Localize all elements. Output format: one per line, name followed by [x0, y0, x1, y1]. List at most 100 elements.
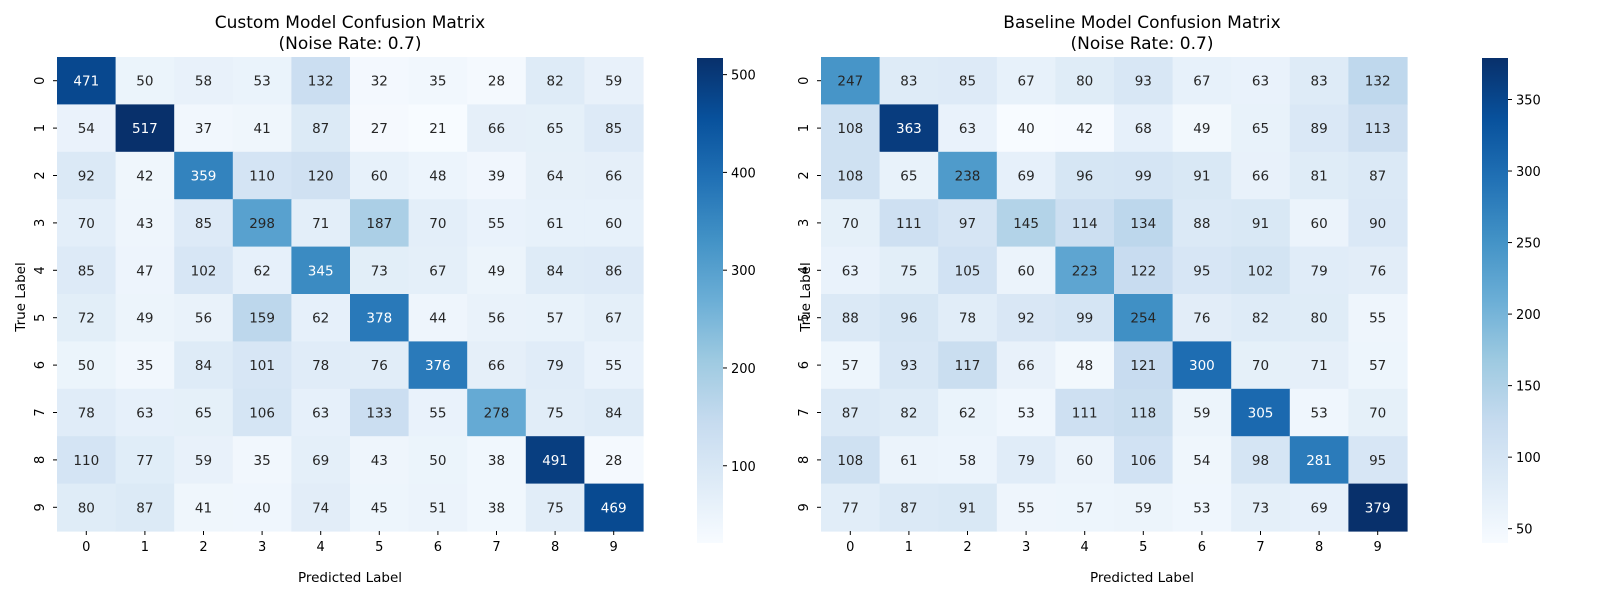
cell-value-label: 77 — [842, 500, 859, 516]
heatmap-cell — [174, 151, 234, 200]
cell-value-label: 74 — [312, 500, 329, 516]
colorbar-ticks: 100 200 300 400 500 — [723, 69, 756, 475]
cell-value-label: 76 — [371, 358, 388, 374]
cell-value-label: 57 — [842, 358, 859, 374]
x-tick-label: 1 — [141, 540, 149, 555]
x-tick-label: 7 — [492, 540, 500, 555]
cell-value-label: 85 — [959, 74, 976, 90]
heatmap-cell — [291, 151, 351, 200]
cell-value-label: 122 — [1130, 263, 1156, 279]
cell-value-label: 65 — [547, 121, 564, 137]
heatmap-cell — [408, 151, 468, 200]
cell-value-label: 55 — [605, 358, 622, 374]
heatmap-cell — [291, 436, 351, 485]
cell-value-label: 42 — [136, 169, 153, 185]
heatmap-cell — [1289, 151, 1349, 200]
x-axis-label: Predicted Label — [1090, 570, 1194, 586]
cell-value-label: 378 — [366, 311, 392, 327]
heatmap-cell — [1348, 436, 1408, 485]
cell-value-label: 78 — [959, 311, 976, 327]
cell-value-label: 93 — [900, 358, 917, 374]
heatmap-cell — [291, 388, 351, 437]
cell-value-label: 60 — [371, 169, 388, 185]
heatmap-cell — [115, 57, 175, 105]
heatmap-cell — [1231, 151, 1291, 200]
cell-value-label: 80 — [1076, 74, 1093, 90]
cell-value-label: 108 — [837, 169, 863, 185]
colorbar-tick-label: 500 — [731, 69, 756, 84]
colorbar: 50 100 150 200 250 300 350 — [1482, 58, 1541, 543]
heatmap-cell — [115, 104, 175, 153]
heatmap-cell — [1172, 199, 1232, 248]
cell-value-label: 76 — [1369, 263, 1386, 279]
heatmap-cell — [1348, 199, 1408, 248]
cell-value-label: 281 — [1306, 453, 1332, 469]
heatmap-cell — [1289, 294, 1349, 342]
heatmap-cell — [291, 104, 351, 153]
heatmap-cell — [938, 388, 998, 437]
cell-value-label: 71 — [312, 216, 329, 232]
heatmap-cell — [115, 151, 175, 200]
heatmap-cell — [1348, 57, 1408, 105]
cell-value-label: 87 — [900, 500, 917, 516]
cell-value-label: 79 — [1018, 453, 1035, 469]
heatmap-cell — [232, 246, 292, 295]
heatmap-cell — [467, 294, 527, 342]
cell-value-label: 53 — [1311, 406, 1328, 422]
cell-value-label: 63 — [959, 121, 976, 137]
cell-value-label: 88 — [842, 311, 859, 327]
x-tick-label: 8 — [1315, 540, 1323, 555]
cell-value-label: 99 — [1135, 169, 1152, 185]
heatmap-cell — [879, 151, 939, 200]
cell-value-label: 43 — [136, 216, 153, 232]
cell-value-label: 134 — [1130, 216, 1156, 232]
heatmap-cell — [525, 199, 585, 248]
cell-value-label: 95 — [1369, 453, 1386, 469]
cell-value-label: 145 — [1013, 216, 1039, 232]
heatmap-cell — [350, 151, 410, 200]
y-axis-label: True Label — [798, 262, 814, 332]
heatmap-cell — [57, 104, 117, 153]
heatmap-cell — [1172, 436, 1232, 485]
cell-value-label: 42 — [1076, 121, 1093, 137]
y-tick-label: 6 — [33, 361, 48, 369]
cell-value-label: 66 — [605, 169, 622, 185]
heatmap-cell — [1289, 57, 1349, 105]
cell-value-label: 38 — [488, 500, 505, 516]
cell-value-label: 61 — [900, 453, 917, 469]
heatmap-cell — [879, 483, 939, 532]
heatmap-cell — [879, 388, 939, 437]
heatmap-cell — [1172, 294, 1232, 342]
colorbar-tick-label: 250 — [1516, 237, 1541, 252]
heatmap-cell — [584, 151, 644, 200]
cell-value-label: 65 — [195, 406, 212, 422]
cell-value-label: 305 — [1248, 406, 1274, 422]
cell-value-label: 45 — [371, 500, 388, 516]
heatmap-cell — [57, 341, 117, 390]
cell-value-label: 91 — [1193, 169, 1210, 185]
colorbar-gradient — [1482, 58, 1508, 543]
x-tick-label: 2 — [199, 540, 207, 555]
cell-value-label: 58 — [959, 453, 976, 469]
cell-value-label: 64 — [547, 169, 564, 185]
heatmap-cell — [232, 341, 292, 390]
cell-value-label: 40 — [1018, 121, 1035, 137]
cell-value-label: 345 — [308, 263, 334, 279]
heatmap-cell — [291, 294, 351, 342]
cell-value-label: 35 — [254, 453, 271, 469]
cell-value-label: 95 — [1193, 263, 1210, 279]
cell-value-label: 43 — [371, 453, 388, 469]
custom-model-heatmap: Custom Model Confusion Matrix (Noise Rat… — [13, 13, 756, 586]
y-tick-label: 8 — [797, 456, 812, 464]
heatmap-cell — [821, 483, 881, 532]
cell-value-label: 469 — [601, 500, 627, 516]
cell-value-label: 86 — [605, 263, 622, 279]
heatmap-cell — [996, 341, 1056, 390]
heatmap-cell — [938, 57, 998, 105]
cell-value-label: 56 — [488, 311, 505, 327]
heatmap-cell — [996, 436, 1056, 485]
heatmap-cell — [57, 151, 117, 200]
heatmap-cell — [232, 151, 292, 200]
cell-value-label: 223 — [1072, 263, 1098, 279]
